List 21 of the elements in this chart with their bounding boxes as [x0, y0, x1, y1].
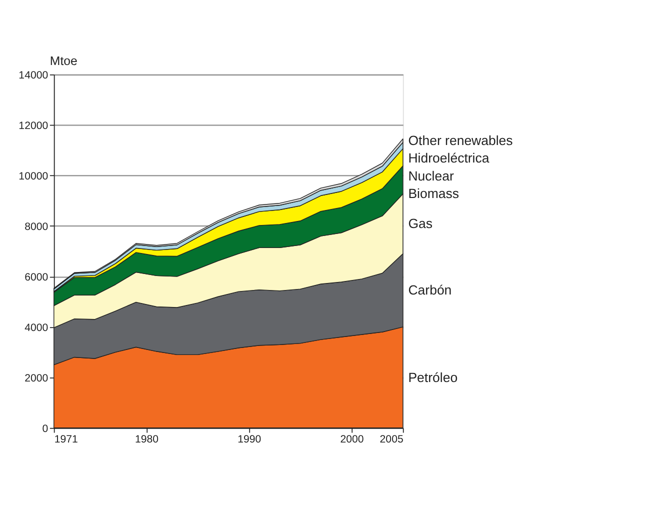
x-tick-label: 1990: [238, 433, 262, 446]
y-tick-label: 10000: [18, 170, 48, 182]
series-label: Nuclear: [408, 168, 454, 184]
y-tick-label: 2000: [24, 372, 48, 384]
series-label: Carbón: [408, 282, 452, 298]
y-tick-label: 4000: [24, 322, 48, 334]
y-tick-label: 8000: [24, 220, 48, 233]
y-tick-label: 12000: [18, 120, 48, 132]
x-tick-label: 1971: [54, 433, 78, 446]
y-axis-title: Mtoe: [50, 54, 78, 68]
series-label: Gas: [408, 216, 433, 232]
series-label: Biomass: [408, 186, 460, 202]
y-tick-label: 0: [42, 422, 48, 435]
y-tick-label: 14000: [18, 69, 48, 82]
x-tick-label: 2005: [380, 433, 404, 446]
series-label: Other renewables: [408, 133, 514, 148]
x-tick-label: 2000: [340, 433, 364, 446]
series-label: Hidroeléctrica: [408, 150, 490, 166]
x-tick-label: 1980: [134, 433, 159, 446]
series-label: Petróleo: [408, 370, 458, 385]
y-tick-label: 6000: [24, 271, 48, 284]
